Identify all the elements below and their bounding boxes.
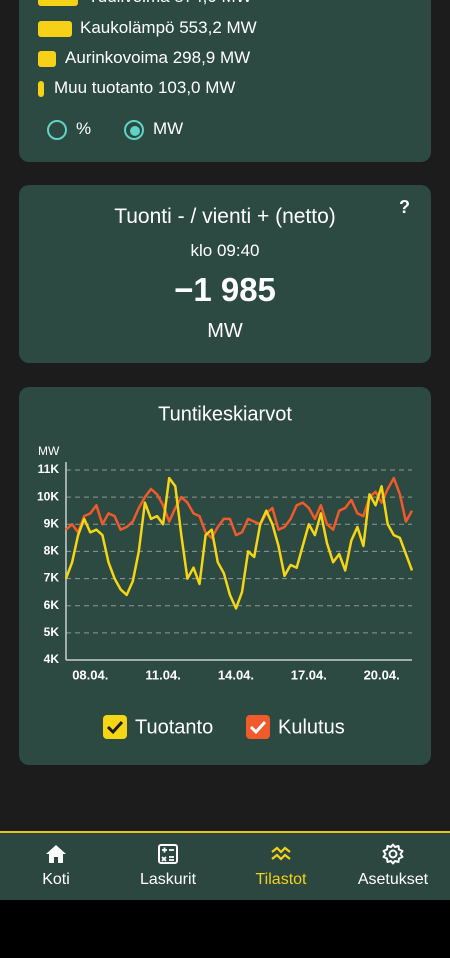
- x-tick-label: 17.04.: [291, 667, 327, 682]
- legend-item[interactable]: Tuotanto: [103, 715, 213, 739]
- check-mark: [249, 720, 267, 735]
- radio-dot: [129, 125, 140, 136]
- legend-swatch: [38, 81, 44, 97]
- legend-label: Kaukolämpö 553,2 MW: [80, 18, 257, 37]
- bottom-navigation: Koti Laskurit Tilastot Asetukset: [0, 831, 450, 900]
- x-tick-label: 20.04.: [364, 667, 400, 682]
- nav-label[interactable]: Tilastot: [255, 871, 307, 888]
- nav-icon: [46, 845, 66, 863]
- y-tick-label: 6K: [44, 598, 60, 612]
- nav-label[interactable]: Asetukset: [357, 871, 429, 888]
- radio-button[interactable]: [124, 120, 144, 140]
- nav-icon: [158, 844, 178, 864]
- y-tick-label: 11K: [38, 462, 60, 476]
- card-title: Tuonti - / vienti + (netto): [114, 205, 336, 228]
- net-value: −1 985: [174, 271, 276, 308]
- legend-label[interactable]: Tuotanto: [135, 716, 213, 738]
- x-tick-label: 14.04.: [218, 667, 254, 682]
- nav-icon: [271, 846, 291, 861]
- chart-title: Tuntikeskiarvot: [158, 403, 292, 425]
- legend-swatch: [38, 21, 72, 37]
- y-tick-label: 9K: [44, 516, 60, 530]
- legend-item[interactable]: Kulutus: [246, 715, 345, 739]
- x-tick-label: 11.04.: [145, 667, 180, 682]
- energy-mix-card: Tuulivoima 874,0 MW Kaukolämpö 553,2 MW Au…: [19, 0, 431, 162]
- y-tick-label: 8K: [44, 544, 60, 558]
- legend-label: Muu tuotanto 103,0 MW: [54, 78, 236, 97]
- x-tick-label: 08.04.: [72, 667, 108, 682]
- legend-checkbox[interactable]: [103, 715, 127, 739]
- timestamp: klo 09:40: [190, 241, 260, 260]
- legend-checkbox[interactable]: [246, 715, 270, 739]
- nav-item[interactable]: Laskurit: [118, 833, 218, 900]
- y-tick-label: 5K: [44, 625, 60, 639]
- legend-swatch: [38, 0, 78, 6]
- series-line: [64, 476, 414, 610]
- nav-item[interactable]: Asetukset: [343, 833, 443, 900]
- radio-label[interactable]: %: [76, 119, 92, 138]
- nav-icon: [382, 843, 404, 865]
- y-tick-label: 10K: [37, 489, 59, 503]
- system-bar: [0, 900, 450, 958]
- series-line: [65, 476, 414, 540]
- y-axis-label: MW: [38, 444, 60, 458]
- radio-button[interactable]: [47, 120, 67, 140]
- net-exchange-card: Tuonti - / vienti + (netto) ? klo 09:40 …: [19, 185, 431, 363]
- legend-swatch: [38, 51, 56, 67]
- legend-label: Tuulivoima 874,0 MW: [88, 0, 252, 7]
- nav-label[interactable]: Laskurit: [139, 871, 197, 888]
- check-mark: [106, 720, 124, 735]
- nav-label[interactable]: Koti: [42, 871, 70, 888]
- unit: MW: [207, 320, 243, 342]
- radio-label[interactable]: MW: [153, 119, 184, 138]
- chart: Tuntikeskiarvot MW 4K 5K 6K 7K 8K 9K 10K 11K 08.…: [37, 403, 414, 739]
- nav-item[interactable]: Koti: [6, 833, 106, 900]
- legend-label[interactable]: Kulutus: [278, 716, 345, 738]
- y-tick-label: 4K: [44, 652, 60, 666]
- legend-label: Aurinkovoima 298,9 MW: [65, 48, 251, 67]
- y-tick-label: 7K: [44, 571, 60, 585]
- chart-card: Tuntikeskiarvot MW 4K 5K 6K 7K 8K 9K 10K 11K 08.…: [19, 387, 431, 765]
- nav-item[interactable]: Tilastot: [231, 833, 331, 900]
- help-button[interactable]: ?: [399, 197, 410, 217]
